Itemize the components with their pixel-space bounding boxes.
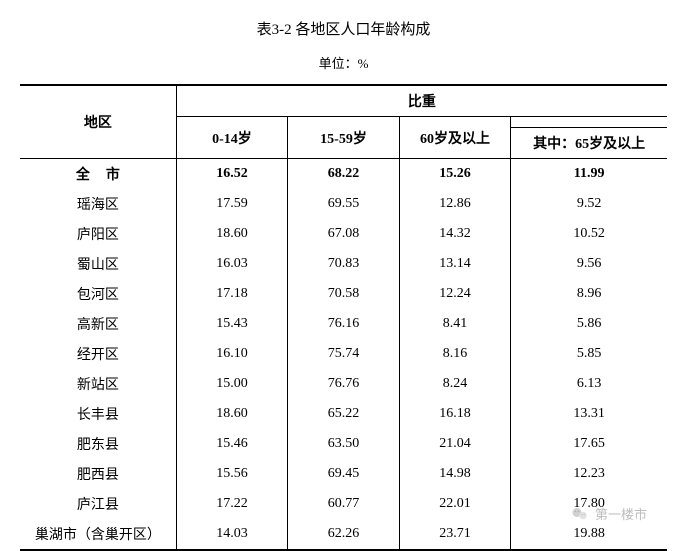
value-cell: 23.71 [399,519,511,550]
value-cell: 70.58 [288,279,400,309]
value-cell: 5.85 [511,339,667,369]
value-cell: 8.41 [399,309,511,339]
value-cell: 11.99 [511,159,667,190]
value-cell: 16.52 [176,159,288,190]
table-row: 经开区16.1075.748.165.85 [20,339,667,369]
value-cell: 12.86 [399,189,511,219]
table-row: 高新区15.4376.168.415.86 [20,309,667,339]
value-cell: 8.96 [511,279,667,309]
header-65plus: 其中：65岁及以上 [511,128,667,159]
table-row: 庐江县17.2260.7722.0117.80 [20,489,667,519]
value-cell: 17.22 [176,489,288,519]
table-row: 巢湖市（含巢开区）14.0362.2623.7119.88 [20,519,667,550]
header-15-59: 15-59岁 [288,117,400,159]
value-cell: 15.00 [176,369,288,399]
region-cell: 肥西县 [20,459,176,489]
value-cell: 69.55 [288,189,400,219]
table-row: 肥西县15.5669.4514.9812.23 [20,459,667,489]
region-cell: 肥东县 [20,429,176,459]
table-row: 长丰县18.6065.2216.1813.31 [20,399,667,429]
region-cell: 蜀山区 [20,249,176,279]
value-cell: 14.98 [399,459,511,489]
watermark: 第一楼市 [571,504,647,523]
watermark-text: 第一楼市 [595,504,647,523]
value-cell: 68.22 [288,159,400,190]
value-cell: 15.46 [176,429,288,459]
value-cell: 6.13 [511,369,667,399]
table-row: 蜀山区16.0370.8313.149.56 [20,249,667,279]
table-row: 新站区15.0076.768.246.13 [20,369,667,399]
wechat-icon [571,505,589,523]
value-cell: 17.59 [176,189,288,219]
value-cell: 9.56 [511,249,667,279]
value-cell: 8.24 [399,369,511,399]
value-cell: 63.50 [288,429,400,459]
value-cell: 19.88 [511,519,667,550]
table-row: 肥东县15.4663.5021.0417.65 [20,429,667,459]
value-cell: 60.77 [288,489,400,519]
value-cell: 65.22 [288,399,400,429]
value-cell: 21.04 [399,429,511,459]
value-cell: 67.08 [288,219,400,249]
value-cell: 16.18 [399,399,511,429]
value-cell: 13.14 [399,249,511,279]
value-cell: 9.52 [511,189,667,219]
region-cell: 庐江县 [20,489,176,519]
value-cell: 17.65 [511,429,667,459]
header-0-14: 0-14岁 [176,117,288,159]
value-cell: 16.03 [176,249,288,279]
table-row: 包河区17.1870.5812.248.96 [20,279,667,309]
table-row: 庐阳区18.6067.0814.3210.52 [20,219,667,249]
value-cell: 14.32 [399,219,511,249]
value-cell: 18.60 [176,399,288,429]
value-cell: 12.24 [399,279,511,309]
region-cell: 庐阳区 [20,219,176,249]
region-cell: 经开区 [20,339,176,369]
table-body: 全市 16.52 68.22 15.26 11.99 瑶海区17.5969.55… [20,159,667,551]
value-cell: 10.52 [511,219,667,249]
table-row: 瑶海区17.5969.5512.869.52 [20,189,667,219]
value-cell: 16.10 [176,339,288,369]
region-cell: 高新区 [20,309,176,339]
value-cell: 76.76 [288,369,400,399]
value-cell: 14.03 [176,519,288,550]
table-row-total: 全市 16.52 68.22 15.26 11.99 [20,159,667,190]
region-cell: 全市 [20,159,176,190]
header-60plus: 60岁及以上 [399,117,511,159]
region-cell: 巢湖市（含巢开区） [20,519,176,550]
value-cell: 15.43 [176,309,288,339]
value-cell: 18.60 [176,219,288,249]
value-cell: 75.74 [288,339,400,369]
header-proportion: 比重 [176,85,667,117]
value-cell: 62.26 [288,519,400,550]
value-cell: 13.31 [511,399,667,429]
value-cell: 12.23 [511,459,667,489]
region-cell: 新站区 [20,369,176,399]
value-cell: 70.83 [288,249,400,279]
region-cell: 瑶海区 [20,189,176,219]
region-cell: 包河区 [20,279,176,309]
value-cell: 8.16 [399,339,511,369]
value-cell: 15.56 [176,459,288,489]
value-cell: 17.18 [176,279,288,309]
value-cell: 5.86 [511,309,667,339]
value-cell: 15.26 [399,159,511,190]
value-cell: 76.16 [288,309,400,339]
value-cell: 22.01 [399,489,511,519]
region-cell: 长丰县 [20,399,176,429]
table-unit: 单位：% [20,53,667,72]
header-region: 地区 [20,85,176,159]
table-title: 表3-2 各地区人口年龄构成 [20,18,667,39]
age-composition-table: 地区 比重 0-14岁 15-59岁 60岁及以上 其中：65岁及以上 全市 1… [20,84,667,551]
value-cell: 69.45 [288,459,400,489]
